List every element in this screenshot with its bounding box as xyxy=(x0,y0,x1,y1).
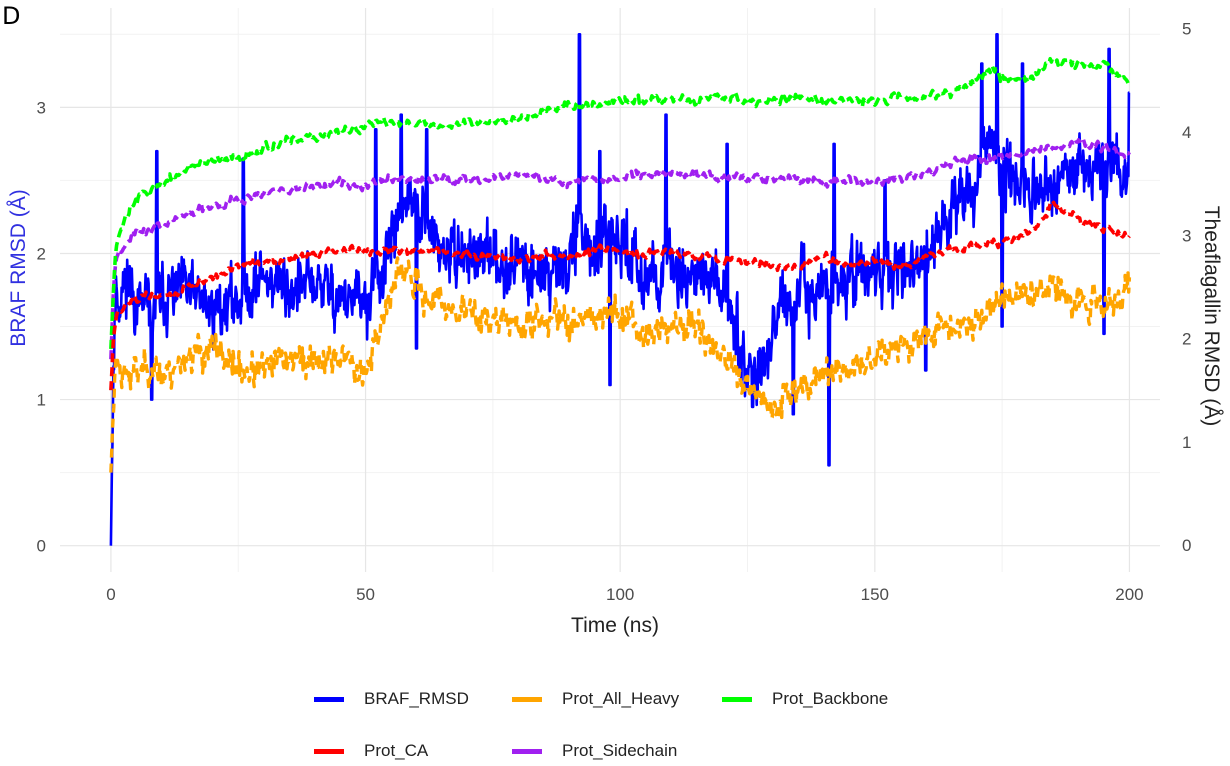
series-line-prot-all-heavy xyxy=(109,256,1132,473)
y-tick-label-right: 4 xyxy=(1182,123,1191,142)
legend-label: Prot_CA xyxy=(364,741,429,760)
series-line-prot-backbone xyxy=(109,56,1131,349)
y-tick-label-left: 0 xyxy=(37,537,46,556)
x-tick-label: 0 xyxy=(106,585,115,604)
legend-item-prot-all-heavy: Prot_All_Heavy xyxy=(512,689,679,709)
series-line-prot-sidechain xyxy=(109,136,1131,360)
x-tick-label: 150 xyxy=(861,585,889,604)
y-tick-label-left: 1 xyxy=(37,391,46,410)
legend-item-braf-rmsd: BRAF_RMSD xyxy=(314,689,469,709)
y-tick-label-left: 3 xyxy=(37,98,46,117)
series-line-prot-ca xyxy=(109,200,1131,391)
y-axis-label-right: Theaflagallin RMSD (Å) xyxy=(1200,206,1223,427)
legend-label: Prot_Backbone xyxy=(772,689,889,708)
legend-swatch xyxy=(314,696,344,702)
legend-swatch xyxy=(512,748,542,754)
legend-item-prot-backbone: Prot_Backbone xyxy=(722,689,888,709)
y-tick-label-right: 3 xyxy=(1182,226,1191,245)
x-tick-label: 200 xyxy=(1115,585,1143,604)
x-tick-label: 50 xyxy=(356,585,375,604)
x-tick-label: 100 xyxy=(606,585,634,604)
legend-label: Prot_Sidechain xyxy=(562,741,678,760)
y-axis-label-left: BRAF RMSD (Å) xyxy=(7,189,30,347)
legend-swatch xyxy=(722,696,752,702)
series-layer xyxy=(109,32,1132,546)
legend-swatch xyxy=(512,696,542,702)
legend-item-prot-sidechain: Prot_Sidechain xyxy=(512,741,677,761)
ticks-layer: 0 50 100 150 200 0 1 2 3 0 1 2 3 4 5 xyxy=(37,20,1192,604)
legend-label: Prot_All_Heavy xyxy=(562,689,680,708)
y-tick-label-right: 0 xyxy=(1182,536,1191,555)
y-tick-label-right: 1 xyxy=(1182,433,1191,452)
y-tick-label-left: 2 xyxy=(37,244,46,263)
y-tick-label-right: 2 xyxy=(1182,330,1191,349)
x-axis-label: Time (ns) xyxy=(571,614,659,637)
panel-label: D xyxy=(2,2,21,30)
y-tick-label-right: 5 xyxy=(1182,20,1191,39)
legend-swatch xyxy=(314,748,344,754)
legend: BRAF_RMSD Prot_All_Heavy Prot_Backbone P… xyxy=(312,683,952,763)
legend-item-prot-ca: Prot_CA xyxy=(314,741,428,761)
legend-label: BRAF_RMSD xyxy=(364,689,469,708)
series-line-braf-rmsd xyxy=(109,32,1131,546)
